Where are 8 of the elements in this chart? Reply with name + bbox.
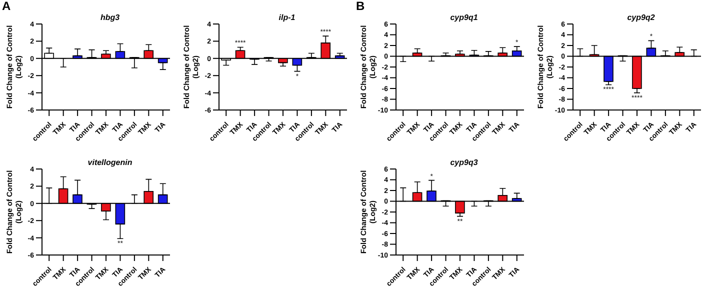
chart-title: hbg3: [99, 13, 121, 22]
text: A: [2, 0, 11, 13]
text: B: [356, 0, 365, 13]
chart-title: vitellogenin: [86, 158, 134, 167]
chart-title: ilp-1: [278, 13, 296, 22]
chart-title: cyp9q1: [449, 13, 479, 22]
chart-title: cyp9q3: [449, 158, 479, 167]
chart-title: cyp9q2: [626, 13, 656, 22]
